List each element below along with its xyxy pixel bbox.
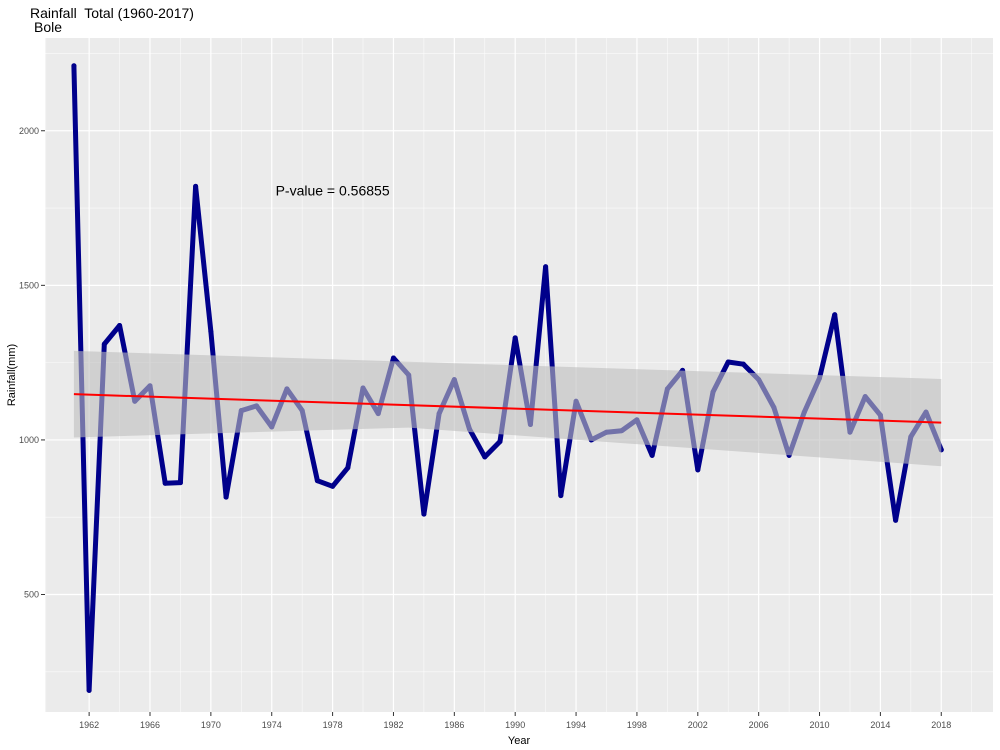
x-tick-label: 2006 [749,720,769,730]
rainfall-point [177,480,183,486]
rainfall-point [314,478,320,484]
x-tick-label: 1990 [505,720,525,730]
y-tick-label: 1500 [19,280,39,290]
y-tick-label: 1000 [19,435,39,445]
x-tick-label: 1970 [201,720,221,730]
rainfall-point [223,494,229,500]
rainfall-point [330,483,336,489]
rainfall-point [543,264,549,270]
x-tick-label: 1978 [323,720,343,730]
rainfall-point [832,312,838,318]
rainfall-point [482,454,488,460]
rainfall-point [86,687,92,693]
y-axis-title: Rainfall(mm) [6,344,18,406]
x-tick-label: 1974 [262,720,282,730]
p-value-annotation: P-value = 0.56855 [276,183,390,199]
rainfall-point [421,511,427,517]
rainfall-point [497,438,503,444]
x-tick-label: 2010 [810,720,830,730]
x-tick-label: 2018 [931,720,951,730]
rainfall-point [193,183,199,189]
x-tick-label: 2002 [688,720,708,730]
x-tick-label: 1966 [140,720,160,730]
rainfall-point [162,480,168,486]
rainfall-point [725,359,731,365]
x-tick-label: 1986 [444,720,464,730]
rainfall-point [740,361,746,367]
rainfall-point [512,335,518,341]
rainfall-point [893,517,899,523]
x-axis-title: Year [508,735,531,747]
rainfall-point [649,452,655,458]
rainfall-point [390,355,396,361]
y-tick-label: 500 [24,590,39,600]
x-tick-label: 1994 [566,720,586,730]
chart-title: Rainfall Total (1960-2017) [30,5,194,21]
trend-line [73,393,942,424]
rainfall-point [101,341,107,347]
chart-subtitle: Bole [34,19,63,35]
x-tick-label: 1998 [627,720,647,730]
rainfall-point [208,329,214,335]
rainfall-point [558,493,564,499]
x-tick-label: 2014 [870,720,890,730]
x-tick-label: 1982 [383,720,403,730]
rainfall-point [117,323,123,329]
y-tick-label: 2000 [19,126,39,136]
rainfall-point [345,465,351,471]
rainfall-point [71,63,77,69]
rainfall-point [695,467,701,473]
x-tick-label: 1962 [79,720,99,730]
